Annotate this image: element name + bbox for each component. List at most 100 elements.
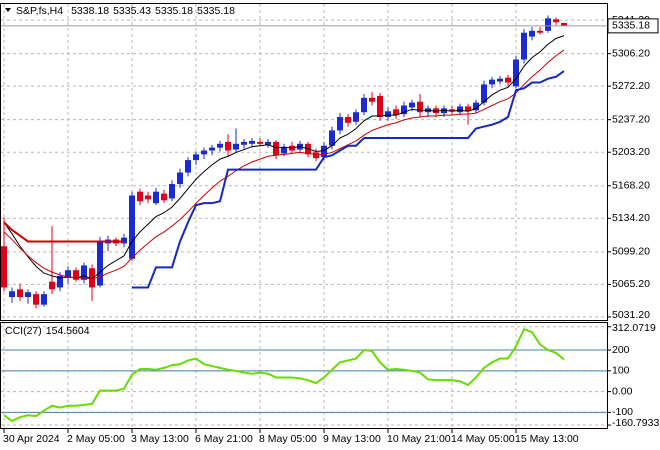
candle-body — [369, 97, 375, 102]
candle-body — [57, 275, 63, 288]
candle-body — [137, 191, 143, 202]
y-tick-label: 5272.20 — [612, 80, 650, 92]
candle-body — [505, 77, 511, 83]
candle-body — [177, 172, 183, 185]
candle-body — [481, 84, 487, 103]
indicator-line — [3, 49, 565, 280]
candle-body — [353, 112, 359, 122]
indicator-name: CCI(27) — [5, 325, 42, 337]
candle-body — [193, 154, 199, 161]
candle-body — [97, 241, 103, 286]
menu-triangle — [5, 8, 11, 12]
x-tick-label: 14 May 05:00 — [451, 433, 515, 445]
candle-body — [41, 294, 47, 305]
candle-body — [489, 79, 495, 85]
candle-body — [313, 152, 319, 159]
candle-body — [17, 289, 23, 298]
x-tick-label: 9 May 13:00 — [323, 433, 381, 445]
candle-body — [449, 109, 455, 112]
indicator-header: CCI(27) 154.5604 — [5, 325, 90, 337]
candle-body — [545, 18, 551, 31]
candle-body — [521, 32, 527, 60]
indicator-line — [132, 70, 565, 289]
candle-body — [361, 97, 367, 113]
y-tick-label: -100 — [612, 406, 633, 418]
header-value: 5335.18 — [197, 5, 235, 17]
candle-body — [209, 147, 215, 151]
y-tick-label: 5203.20 — [612, 146, 650, 158]
candle-body — [65, 270, 71, 278]
candle-body — [217, 143, 223, 148]
current-price-label: 5335.18 — [612, 20, 650, 32]
candle-body — [153, 191, 159, 204]
candle-body — [465, 106, 471, 112]
candle-body — [281, 146, 287, 154]
candle-body — [377, 95, 383, 117]
candle-body — [129, 195, 135, 259]
cci-panel-frame — [0, 322, 608, 429]
candle-body — [537, 30, 543, 33]
candle-body — [169, 184, 175, 199]
x-tick-label: 3 May 13:00 — [131, 433, 189, 445]
y-tick-label: 100 — [612, 365, 630, 377]
y-tick-label: 5065.20 — [612, 278, 650, 290]
candle-body — [321, 145, 327, 158]
candle-body — [241, 141, 247, 145]
x-tick-label: 6 May 21:00 — [195, 433, 253, 445]
candle-body — [329, 130, 335, 146]
candle-body — [345, 116, 351, 123]
candle-body — [89, 268, 95, 288]
candle-body — [49, 281, 55, 290]
y-tick-label: 200 — [612, 344, 630, 356]
x-tick-label: 15 May 13:00 — [515, 433, 579, 445]
candle-body — [393, 109, 399, 116]
header-value: 5335.43 — [113, 5, 151, 17]
x-tick-label: 10 May 21:00 — [387, 433, 451, 445]
axes-layer — [0, 3, 608, 429]
y-tick-label: 0.00 — [612, 385, 633, 397]
header-value: 5338.18 — [71, 5, 109, 17]
chart-header: S&P,fs,H4 5338.18 5335.43 5335.18 5335.18 — [16, 5, 235, 17]
x-tick-label: 30 Apr 2024 — [3, 433, 60, 445]
candle-body — [401, 105, 407, 115]
candle-body — [337, 116, 343, 131]
candle-body — [161, 193, 167, 201]
candle-body — [1, 246, 7, 288]
candle-body — [201, 150, 207, 155]
y-tick-label: 5134.20 — [612, 212, 650, 224]
candle-body — [225, 141, 231, 151]
candle-body — [553, 19, 559, 23]
candle-body — [473, 102, 479, 111]
main-panel-frame — [0, 3, 608, 321]
candle-body — [9, 291, 15, 298]
header-value: 5335.18 — [155, 5, 193, 17]
candle-body — [25, 292, 31, 298]
candle-body — [265, 141, 271, 145]
candle-body — [233, 143, 239, 150]
y-tick-label: 5031.20 — [612, 309, 650, 321]
labels-layer: 5341.205306.205272.205237.205203.205168.… — [3, 5, 659, 445]
candle-body — [73, 270, 79, 280]
candle-body — [417, 101, 423, 113]
current-price-box — [607, 18, 659, 34]
x-tick-label: 2 May 05:00 — [67, 433, 125, 445]
candle-body — [257, 141, 263, 144]
indicator-line — [3, 221, 124, 243]
chart-title: S&P,fs,H4 — [16, 5, 63, 17]
candle-body — [513, 59, 519, 87]
marks-layer — [1, 15, 607, 423]
candle-body — [457, 106, 463, 113]
candle-body — [385, 111, 391, 117]
candle-body — [497, 78, 503, 82]
y-tick-label: 5237.20 — [612, 113, 650, 125]
indicator-value: 154.5604 — [46, 325, 90, 337]
candle-body — [529, 30, 535, 37]
y-tick-label: 312.0719 — [612, 322, 656, 334]
candle-body — [409, 102, 415, 108]
x-tick-label: 8 May 05:00 — [259, 433, 317, 445]
indicator-line — [3, 35, 565, 280]
candle-body — [185, 160, 191, 173]
